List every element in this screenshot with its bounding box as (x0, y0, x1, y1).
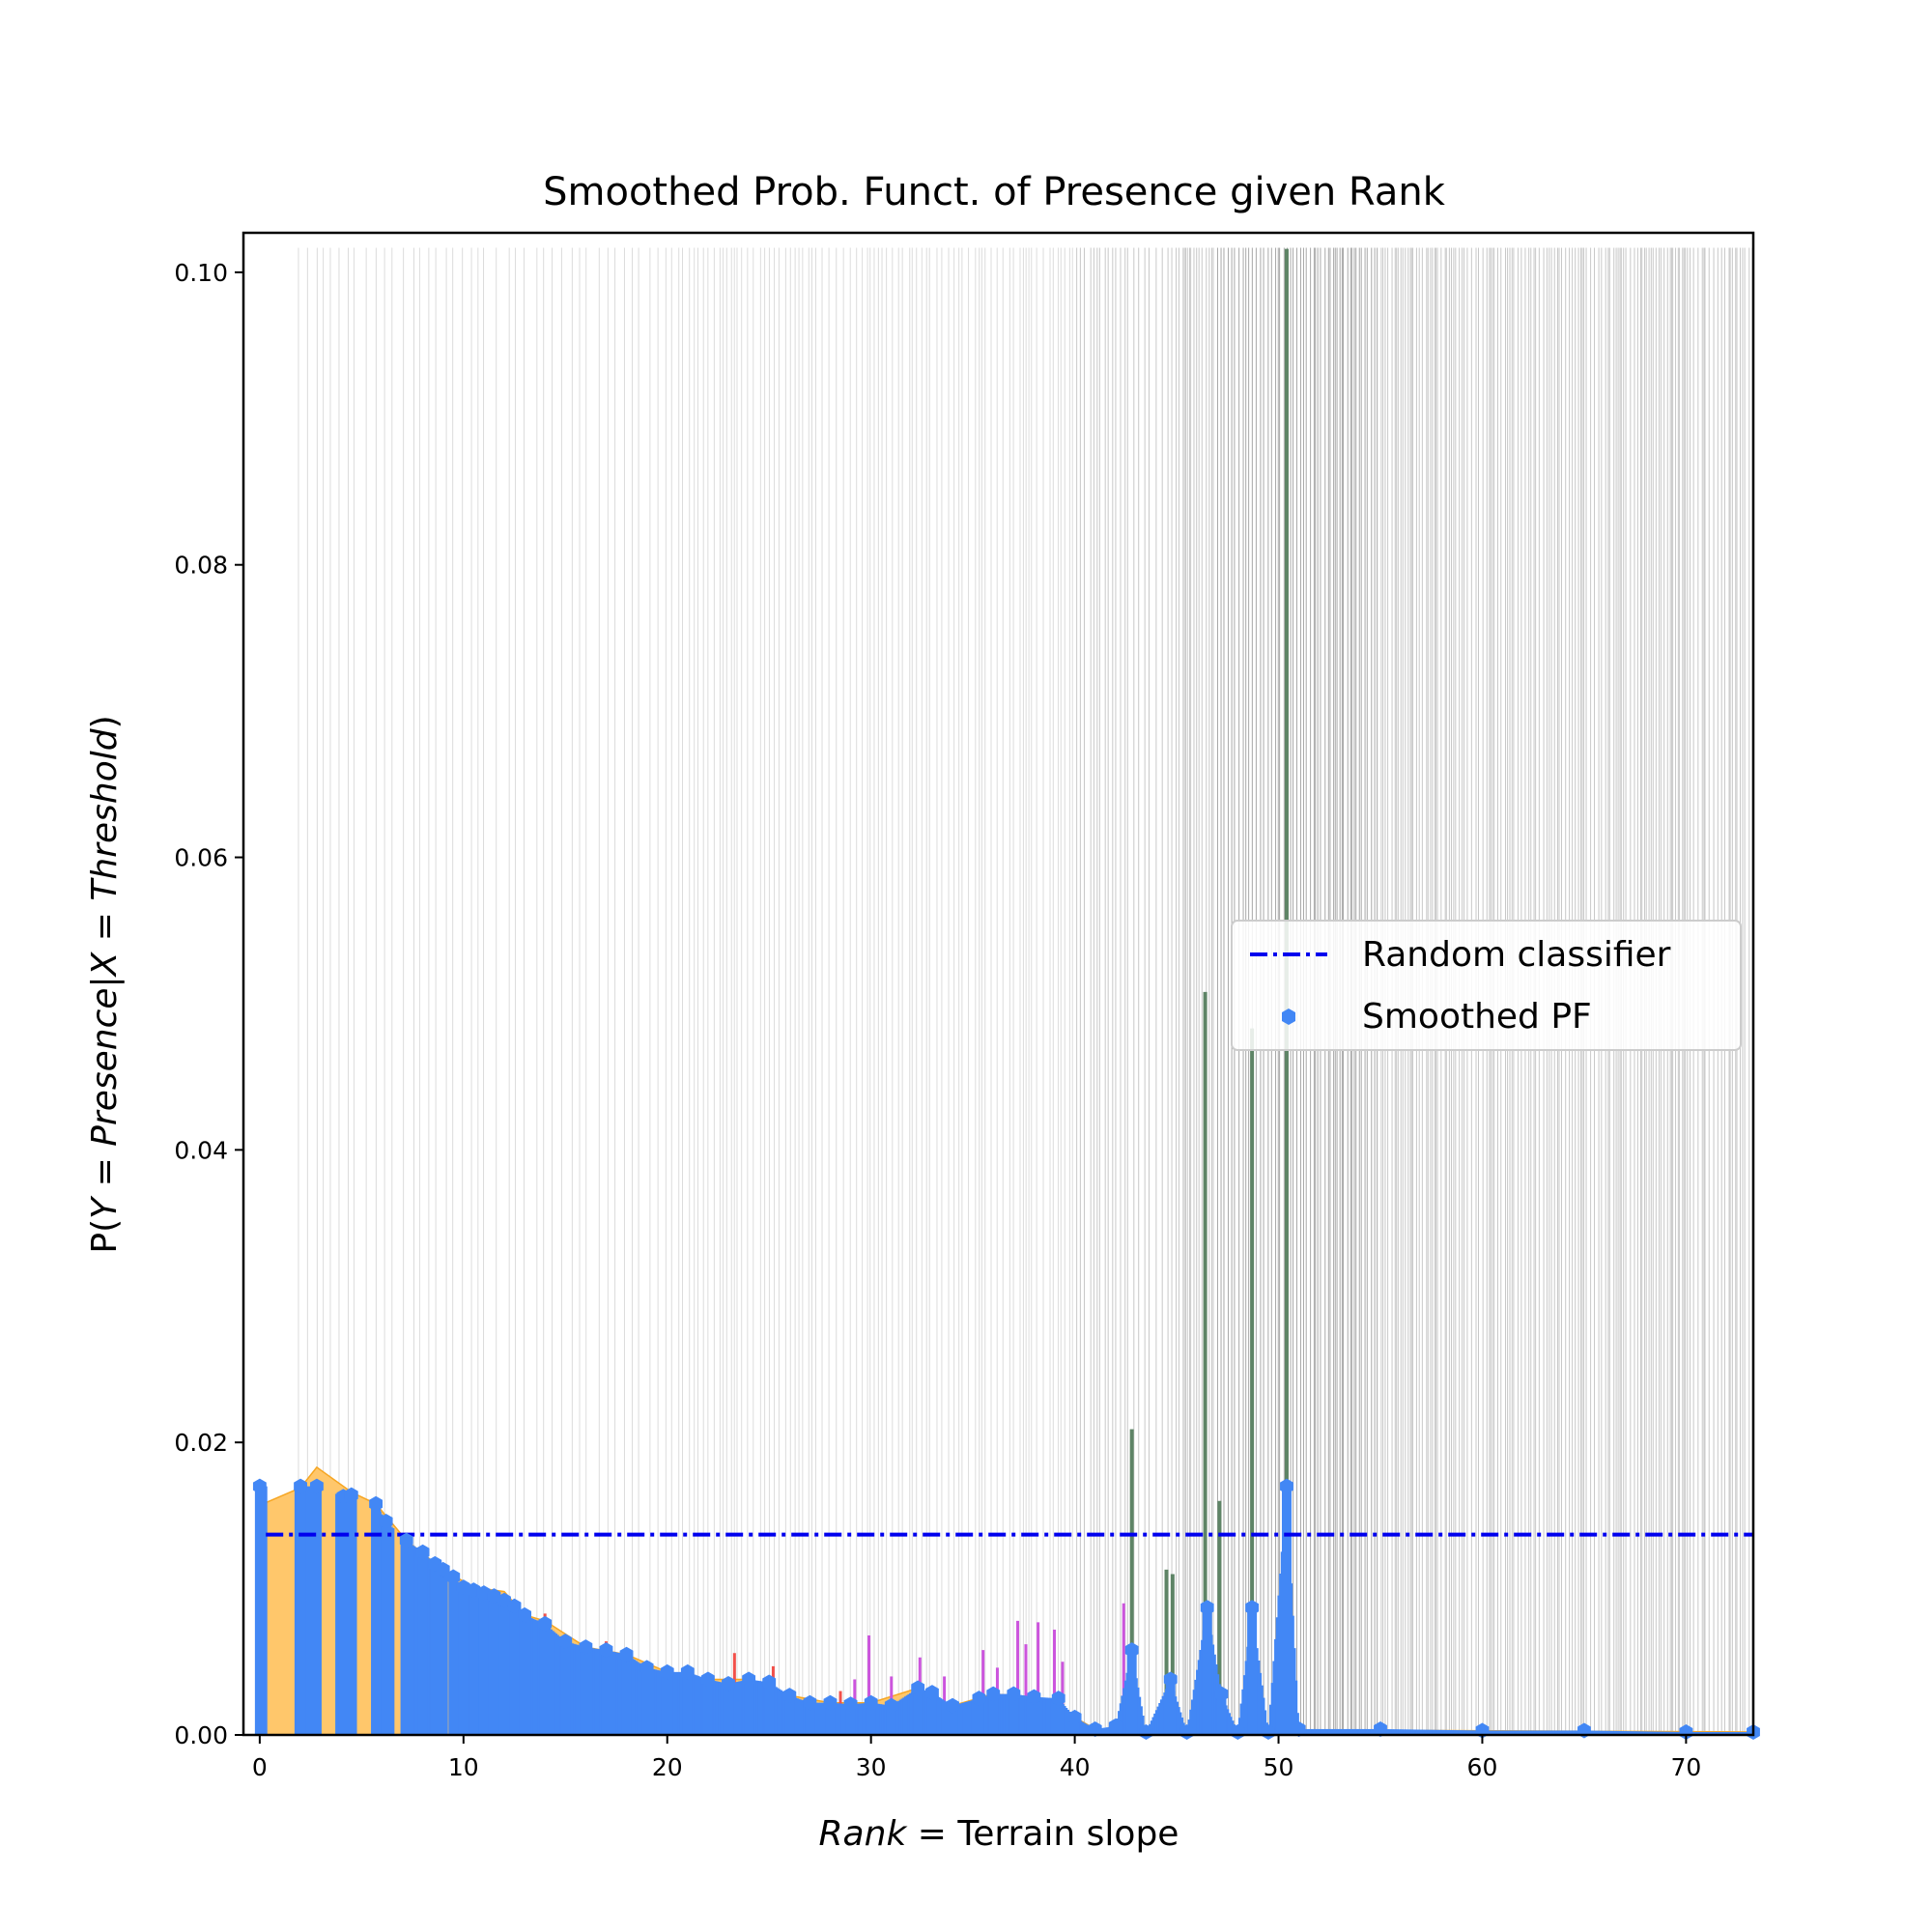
pf-point (722, 1676, 735, 1692)
pf-point (497, 1592, 511, 1608)
pf-point (1245, 1600, 1260, 1616)
pf-point (1124, 1642, 1139, 1659)
pf-point (558, 1634, 573, 1650)
pf-point (762, 1674, 777, 1690)
pf-point (1027, 1689, 1041, 1705)
pf-point (467, 1582, 481, 1599)
pf-point (782, 1688, 797, 1704)
pf-point (399, 1532, 413, 1548)
y-tick-label: 0.10 (174, 259, 228, 287)
pf-point (476, 1585, 491, 1602)
pf-point (252, 1478, 267, 1494)
y-tick-label: 0.00 (174, 1721, 228, 1749)
pf-point (660, 1663, 674, 1680)
x-tick-label: 70 (1670, 1753, 1701, 1781)
x-axis-ticks: 0 10 20 30 40 50 60 70 (252, 1735, 1701, 1781)
pf-point (1067, 1709, 1082, 1725)
legend: Random classifier Smoothed PF (1231, 920, 1742, 1051)
y-tick-label: 0.04 (174, 1136, 228, 1164)
x-tick-label: 10 (448, 1753, 479, 1781)
pf-point (972, 1690, 986, 1707)
pf-point (986, 1686, 1001, 1702)
legend-smoothed-pf-swatch (1282, 1009, 1295, 1025)
y-axis-label-part-1: Y (85, 1195, 125, 1219)
pf-point (538, 1615, 553, 1632)
pf-point (1214, 1686, 1229, 1702)
y-axis-label-part-7: Threshold (85, 727, 125, 900)
y-tick-label: 0.06 (174, 844, 228, 872)
pf-point (310, 1478, 324, 1494)
x-axis-label-italic: Rank (819, 1814, 909, 1854)
pf-point (379, 1513, 393, 1529)
pf-point (487, 1588, 501, 1605)
pf-point (619, 1646, 634, 1662)
y-tick-label: 0.08 (174, 552, 228, 580)
pf-point (742, 1671, 756, 1688)
pf-point (843, 1696, 858, 1713)
pf-point (415, 1544, 430, 1560)
y-tick-label: 0.02 (174, 1429, 228, 1457)
x-tick-label: 20 (652, 1753, 683, 1781)
pf-point (1292, 1720, 1306, 1737)
y-axis-label-part-3: Presence (85, 987, 125, 1146)
y-axis-label: P(Y = Presence|X = Threshold) (85, 715, 125, 1253)
smoothed-pf-bars (254, 1486, 1754, 1735)
pf-point (1108, 1718, 1122, 1734)
legend-smoothed-pf-label: Smoothed PF (1362, 997, 1592, 1037)
y-axis-label-part-5: X (85, 951, 125, 978)
pf-point (1280, 1478, 1293, 1494)
y-axis-label-part-8: ) (85, 715, 125, 728)
pf-point (700, 1671, 715, 1688)
pf-point (1007, 1686, 1021, 1702)
x-tick-label: 30 (856, 1753, 887, 1781)
pf-point (925, 1685, 939, 1701)
legend-box (1231, 920, 1742, 1051)
y-axis-label-part-2: = (85, 1147, 125, 1198)
pf-point (864, 1694, 878, 1711)
x-axis-label-rest: = Terrain slope (906, 1814, 1179, 1854)
pf-point (803, 1694, 817, 1711)
pf-point (446, 1569, 461, 1585)
pf-point (1374, 1720, 1387, 1737)
data-threshold-lines (298, 247, 1753, 1735)
pf-point (344, 1487, 358, 1503)
pf-point (911, 1680, 925, 1696)
plot-frame (242, 231, 1755, 1737)
pf-point (884, 1697, 898, 1714)
x-tick-label: 60 (1467, 1753, 1498, 1781)
pf-point (680, 1663, 695, 1680)
pf-point (456, 1579, 470, 1596)
pf-point (369, 1495, 384, 1512)
pf-point (599, 1642, 613, 1659)
x-tick-label: 40 (1060, 1753, 1091, 1781)
pf-point (1200, 1600, 1214, 1616)
pf-point (436, 1561, 450, 1577)
pf-point (294, 1478, 307, 1494)
x-tick-label: 50 (1264, 1753, 1294, 1781)
legend-random-classifier-label: Random classifier (1362, 935, 1671, 975)
pf-point (1051, 1690, 1065, 1707)
y-axis-label-part-0: P( (85, 1219, 125, 1254)
y-axis-label-part-4: | (85, 976, 125, 987)
y-axis-ticks: 0.00 0.02 0.04 0.06 0.08 0.10 (174, 259, 243, 1749)
pf-point (579, 1639, 593, 1656)
pf-point (946, 1697, 959, 1714)
x-axis-label: Rank = Terrain slope (819, 1814, 1179, 1854)
pf-point (518, 1606, 532, 1623)
chart-title: Smoothed Prob. Funct. of Presence given … (543, 170, 1446, 214)
pf-point (1163, 1671, 1178, 1688)
x-tick-label: 0 (252, 1753, 268, 1781)
pf-point (639, 1660, 654, 1676)
pf-point (507, 1598, 522, 1614)
pf-point (1088, 1720, 1102, 1737)
y-axis-label-part-6: = (85, 901, 125, 952)
pf-point (823, 1694, 838, 1711)
